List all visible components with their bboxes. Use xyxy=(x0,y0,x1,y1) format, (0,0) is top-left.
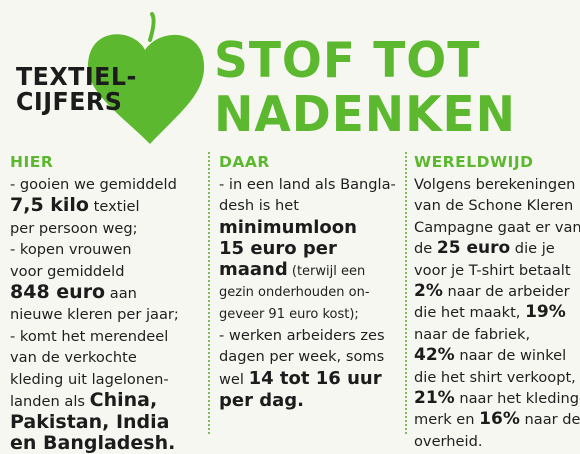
heart-leaf-icon xyxy=(87,12,205,145)
stat-highlight: 42% xyxy=(414,345,455,366)
kicker-line-1: TEXTIEL- xyxy=(16,62,137,91)
text-line: maand (terwijl een xyxy=(219,259,404,282)
stat-highlight: 25 euro xyxy=(436,238,511,259)
text-span: die je xyxy=(510,240,555,258)
text-line: nieuwe kleren per jaar; xyxy=(10,306,179,324)
text-line: - werken arbeiders zes xyxy=(219,327,385,345)
stat-highlight: maand xyxy=(219,258,288,280)
text-line: 2% naar de arbeider xyxy=(414,281,576,302)
text-span: landen als xyxy=(10,393,90,411)
text-line: - in een land als Bangla- xyxy=(219,176,396,193)
text-line: landen als China, xyxy=(10,390,205,412)
text-span: die het maakt, xyxy=(414,304,526,322)
text-span: (terwijl een xyxy=(287,263,366,279)
text-span: naar het kleding- xyxy=(454,390,580,408)
column-divider xyxy=(405,152,407,434)
text-line: Campagne gaat er van xyxy=(414,218,580,236)
text-line: naar de fabriek, xyxy=(414,325,531,343)
column-divider xyxy=(208,152,210,434)
text-line: - kopen vrouwen xyxy=(10,241,132,259)
stat-highlight: Pakistan, India xyxy=(10,411,170,434)
text-line: geveer 91 euro kost); xyxy=(219,306,359,322)
text-line: Volgens berekeningen xyxy=(414,176,576,193)
text-span: naar de xyxy=(519,411,580,429)
stat-highlight: 19% xyxy=(525,302,566,323)
column-heading: DAAR xyxy=(219,153,270,171)
text-line: voor gemiddeld xyxy=(10,262,125,280)
text-line: 7,5 kilo textiel xyxy=(10,195,205,217)
stat-highlight: 14 tot 16 uur xyxy=(248,367,382,389)
text-line: die het shirt verkoopt, xyxy=(414,368,576,386)
column-heading: WERELDWIJD xyxy=(414,153,534,171)
text-line: desh is het xyxy=(219,197,299,215)
text-line: merk en 16% naar de xyxy=(414,409,580,430)
stat-highlight: 16% xyxy=(479,409,520,430)
title-line-2: NADENKEN xyxy=(214,86,516,143)
text-line: overheid. xyxy=(414,432,483,450)
text-line: voor je T-shirt betaalt xyxy=(414,261,571,279)
stat-highlight: China, xyxy=(89,389,158,412)
text-line: wel 14 tot 16 uur xyxy=(219,368,404,390)
text-span: de xyxy=(414,240,437,258)
text-line: kleding uit lagelonen- xyxy=(10,370,169,388)
stat-highlight: 848 euro xyxy=(10,281,106,304)
stat-highlight: 21% xyxy=(414,388,455,409)
title-line-1: STOF TOT xyxy=(214,32,481,89)
text-span: merk en xyxy=(414,411,480,429)
text-line: dagen per week, soms xyxy=(219,348,385,366)
kicker-line-2: CIJFERS xyxy=(16,87,123,116)
text-line: - komt het merendeel xyxy=(10,327,169,345)
text-line: de 25 euro die je xyxy=(414,238,576,259)
text-span: naar de arbeider xyxy=(442,283,570,301)
column-hier: HIER - gooien we gemiddeld 7,5 kilo text… xyxy=(10,152,205,454)
stat-highlight: 2% xyxy=(414,281,443,302)
text-line: 21% naar het kleding- xyxy=(414,388,580,409)
column-heading: HIER xyxy=(10,153,54,171)
text-line: van de Schone Kleren xyxy=(414,197,574,215)
stat-highlight: 7,5 kilo xyxy=(10,194,89,217)
text-line: 848 euro aan xyxy=(10,282,205,304)
column-wereldwijd: WERELDWIJD Volgens berekeningen van de S… xyxy=(414,152,580,452)
page-title: STOF TOT NADENKEN xyxy=(214,34,516,142)
text-span: wel xyxy=(219,370,249,388)
text-line: van de verkochte xyxy=(10,349,137,367)
stat-highlight: 15 euro per xyxy=(219,237,337,259)
text-span: aan xyxy=(105,285,137,303)
section-label: TEXTIEL- CIJFERS xyxy=(16,64,137,114)
text-line: gezin onderhouden on- xyxy=(219,285,370,301)
text-span: naar de winkel xyxy=(454,347,567,365)
stat-highlight: per dag. xyxy=(219,390,304,412)
text-span: textiel xyxy=(89,198,140,216)
text-line: 42% naar de winkel xyxy=(414,345,576,366)
stat-highlight: en Bangladesh. xyxy=(10,432,176,454)
stat-highlight: minimumloon xyxy=(219,216,357,238)
column-daar: DAAR - in een land als Bangla- desh is h… xyxy=(219,152,404,411)
text-line: per persoon weg; xyxy=(10,219,138,237)
text-line: - gooien we gemiddeld xyxy=(10,176,177,193)
text-line: die het maakt, 19% xyxy=(414,302,576,323)
